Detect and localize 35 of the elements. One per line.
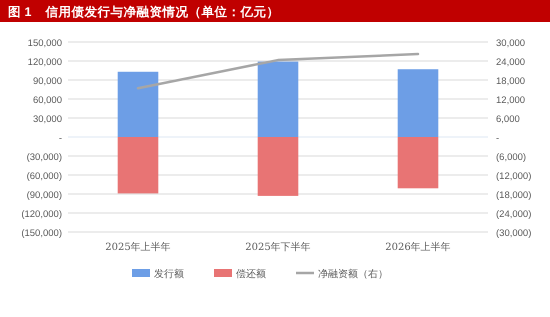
- bar: [118, 72, 158, 137]
- y-tick-label: 60,000: [32, 95, 62, 106]
- y-tick-label: 150,000: [28, 38, 62, 49]
- bar: [258, 137, 298, 196]
- y2-tick-label: 24,000: [496, 57, 526, 68]
- y2-tick-label: (18,000): [496, 190, 532, 201]
- y2-tick-label: 12,000: [496, 95, 526, 106]
- bar: [398, 69, 438, 137]
- y2-tick-label: (6,000): [496, 152, 526, 163]
- y2-tick-label: 18,000: [496, 76, 526, 87]
- legend-label: 发行额: [154, 268, 184, 280]
- y-tick-label: (30,000): [26, 152, 62, 163]
- legend-label: 净融资额（右）: [318, 268, 388, 280]
- y-tick-label: (60,000): [26, 171, 62, 182]
- chart-title: 图 1 信用债发行与净融资情况（单位：亿元）: [8, 4, 280, 19]
- bar: [118, 137, 158, 194]
- bar: [398, 137, 438, 188]
- x-tick-label: 2026年上半年: [385, 241, 451, 253]
- bar: [258, 62, 298, 137]
- x-tick-label: 2025年上半年: [105, 241, 171, 253]
- y-tick-label: -: [58, 133, 62, 144]
- y2-tick-label: 30,000: [496, 38, 526, 49]
- y-tick-label: 120,000: [28, 57, 62, 68]
- y2-tick-label: -: [496, 133, 500, 144]
- legend-label: 偿还额: [236, 268, 266, 280]
- y2-tick-label: 6,000: [496, 114, 520, 125]
- y-tick-label: (120,000): [21, 209, 62, 220]
- y-tick-label: (90,000): [26, 190, 62, 201]
- y2-tick-label: (12,000): [496, 171, 532, 182]
- y2-tick-label: (24,000): [496, 209, 532, 220]
- y-tick-label: 30,000: [32, 114, 62, 125]
- x-tick-label: 2025年下半年: [245, 241, 311, 253]
- y2-tick-label: (30,000): [496, 228, 532, 239]
- y-tick-label: (150,000): [21, 228, 62, 239]
- y-tick-label: 90,000: [32, 76, 62, 87]
